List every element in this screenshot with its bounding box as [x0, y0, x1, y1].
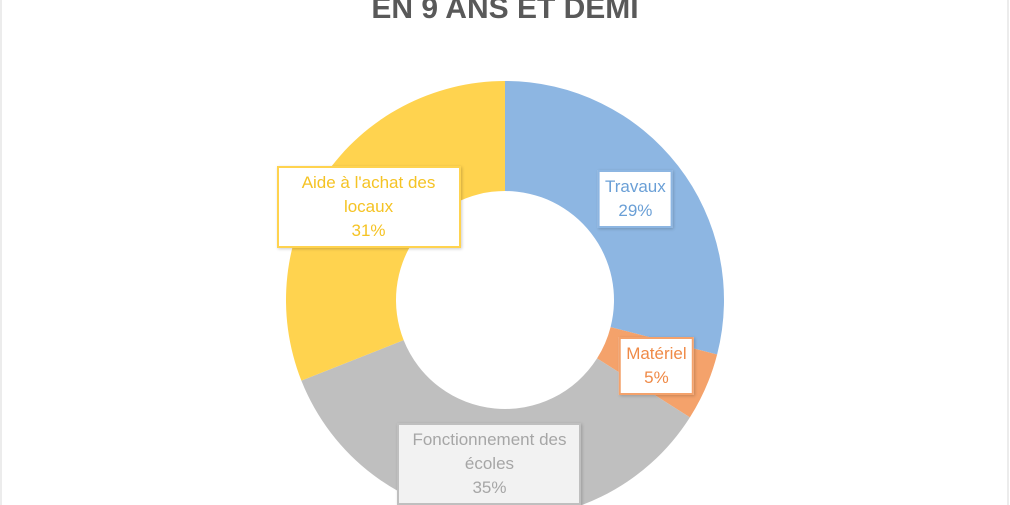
value-label: 35%: [472, 478, 507, 498]
category-label: Aide à l'achat des locaux: [301, 173, 436, 217]
data-label: Matériel 5%: [619, 336, 694, 395]
category-label: Matériel: [626, 343, 687, 363]
data-label: Travaux 29%: [597, 169, 673, 228]
value-label: 29%: [618, 200, 653, 220]
chart-title: EN 9 ANS ET DEMI: [371, 0, 638, 25]
category-label: Travaux: [604, 176, 666, 196]
value-label: 5%: [644, 367, 669, 387]
value-label: 31%: [351, 221, 386, 241]
data-label: Aide à l'achat des locaux 31%: [276, 166, 461, 249]
category-label: Fonctionnement des écoles: [412, 430, 567, 474]
data-label: Fonctionnement des écoles 35%: [397, 423, 582, 505]
